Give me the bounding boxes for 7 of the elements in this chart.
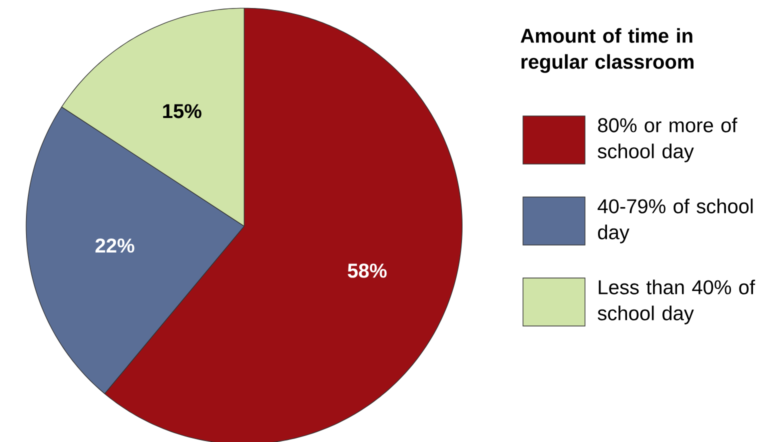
data-label: 15% — [163, 104, 202, 118]
data-label: 58% — [348, 264, 387, 278]
data-label: 22% — [95, 238, 134, 253]
legend-label: Less than 40% of school day — [598, 280, 756, 324]
legend-label: 40-79% of school day — [598, 198, 753, 244]
slice-label: 80% or more of school day — [598, 118, 738, 162]
legend-title: Amount of time in regular classroom — [520, 28, 694, 73]
